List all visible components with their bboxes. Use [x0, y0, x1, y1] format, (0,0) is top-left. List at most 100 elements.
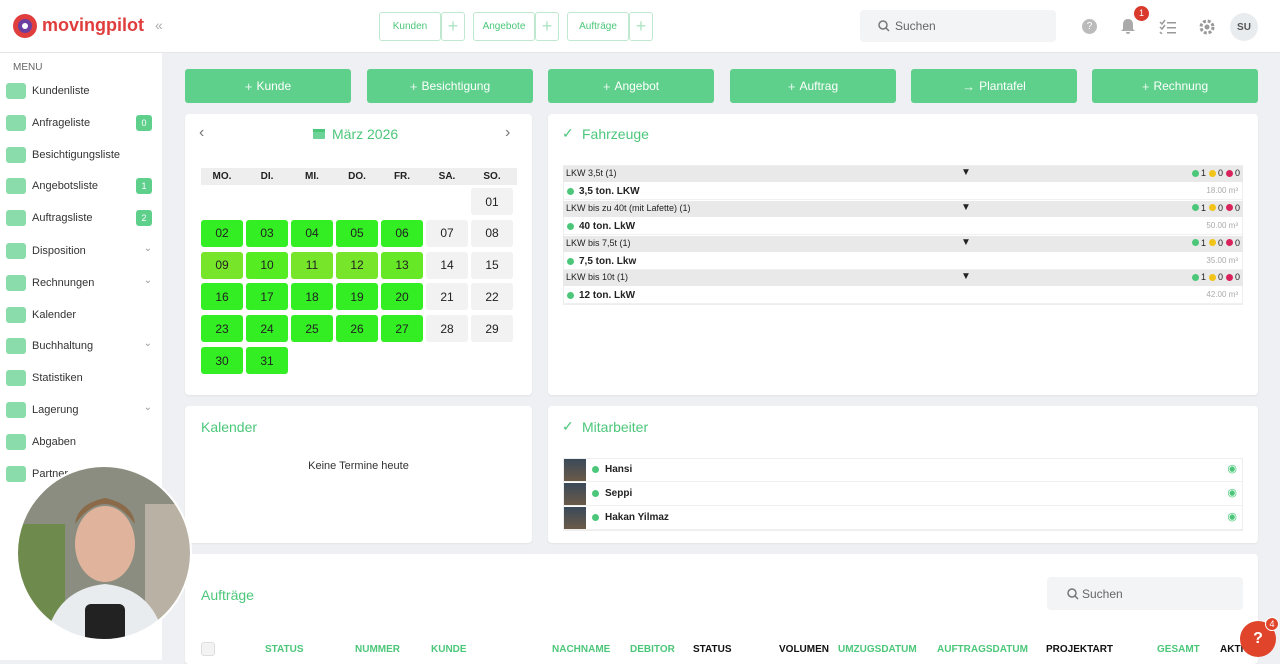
menu-label: Anfrageliste [32, 116, 91, 129]
calendar-day[interactable]: 25 [291, 315, 333, 343]
calendar-day[interactable]: 20 [381, 283, 423, 311]
group-name: LKW bis 7,5t (1) [566, 237, 631, 248]
column-header[interactable]: DEBITOR [630, 644, 675, 655]
webcam-overlay [16, 465, 192, 641]
action-button[interactable]: + Rechnung [1092, 69, 1258, 103]
calendar-day[interactable]: 23 [201, 315, 243, 343]
calendar-day[interactable]: 05 [336, 219, 378, 247]
menu-item[interactable]: Kundenliste [6, 79, 156, 103]
menu-item[interactable]: Buchhaltung ⌄ [6, 334, 156, 358]
menu-item[interactable]: Besichtigungsliste [6, 143, 156, 167]
calendar-day[interactable]: 01 [471, 188, 513, 215]
quick-add[interactable]: + [535, 12, 559, 41]
calendar-day[interactable]: 16 [201, 283, 243, 311]
menu-item[interactable]: Rechnungen ⌄ [6, 271, 156, 295]
calendar-day[interactable]: 13 [381, 251, 423, 279]
menu-item[interactable]: Angebotsliste 1 [6, 174, 156, 198]
staff-row[interactable]: Hakan Yilmaz ◉ [563, 506, 1243, 530]
view-icon[interactable]: ◉ [1227, 463, 1237, 475]
status-dot [1191, 273, 1199, 281]
quick-tab[interactable]: Angebote [473, 12, 535, 41]
calendar-day[interactable]: 09 [201, 251, 243, 279]
staff-row[interactable]: Seppi ◉ [563, 482, 1243, 506]
action-button[interactable]: + Auftrag [730, 69, 896, 103]
group-toggle[interactable]: ▼ [961, 201, 971, 213]
calendar-day[interactable]: 17 [246, 283, 288, 311]
calendar-day[interactable]: 02 [201, 219, 243, 247]
menu-item[interactable]: Kalender [6, 303, 156, 327]
settings-icon[interactable] [1199, 19, 1215, 35]
view-icon[interactable]: ◉ [1227, 511, 1237, 523]
vehicle-row: 3,5 ton. LKW 18.00 m³ [563, 183, 1243, 200]
calendar-day[interactable]: 19 [336, 283, 378, 311]
column-header[interactable]: UMZUGSDATUM [838, 644, 917, 655]
staff-avatar [564, 459, 586, 481]
menu-label: Kundenliste [32, 85, 90, 97]
calendar-day[interactable]: 26 [336, 315, 378, 343]
menu-item[interactable]: Lagerung ⌄ [6, 398, 156, 422]
next-month[interactable]: › [505, 124, 511, 141]
search-box[interactable]: Suchen [860, 10, 1056, 42]
action-button[interactable]: + Besichtigung [367, 69, 533, 103]
calendar-day[interactable]: 28 [426, 315, 468, 343]
column-header[interactable]: GESAMT [1157, 644, 1200, 655]
column-header[interactable]: AUFTRAGSDATUM [937, 644, 1028, 655]
status-dot [1225, 169, 1233, 177]
column-header[interactable]: PROJEKTART [1046, 644, 1114, 655]
calendar-day[interactable]: 30 [201, 347, 243, 374]
orders-search[interactable]: Suchen [1047, 577, 1243, 610]
bell-icon[interactable] [1120, 18, 1136, 35]
quick-add[interactable]: + [629, 12, 653, 41]
calendar-day[interactable]: 08 [471, 219, 513, 247]
group-toggle[interactable]: ▼ [961, 271, 971, 283]
menu-item[interactable]: Disposition ⌄ [6, 239, 156, 263]
column-header[interactable]: NACHNAME [552, 644, 611, 655]
action-button[interactable]: + Kunde [185, 69, 351, 103]
staff-row[interactable]: Hansi ◉ [563, 458, 1243, 482]
menu-item[interactable]: Statistiken [6, 366, 156, 390]
calendar-day[interactable]: 31 [246, 347, 288, 374]
calendar-day[interactable]: 29 [471, 315, 513, 343]
menu-item[interactable]: Auftragsliste 2 [6, 206, 156, 230]
quick-tab[interactable]: Aufträge [567, 12, 629, 41]
calendar-day[interactable]: 11 [291, 251, 333, 279]
column-header[interactable]: STATUS [693, 644, 732, 655]
calendar-day[interactable]: 22 [471, 283, 513, 311]
action-button[interactable]: + Angebot [548, 69, 714, 103]
calendar-day[interactable]: 24 [246, 315, 288, 343]
column-header[interactable]: KUNDE [431, 644, 467, 655]
column-header[interactable]: AKTIONEN [1220, 644, 1258, 655]
column-header[interactable]: NUMMER [355, 644, 400, 655]
vehicles-panel: ✓ Fahrzeuge LKW 3,5t (1) ▼ 1 0 0 3,5 ton. LKW… [548, 114, 1258, 395]
avatar[interactable]: SU [1230, 13, 1258, 41]
help-icon[interactable]: ? [1082, 19, 1097, 34]
calendar-day[interactable]: 10 [246, 251, 288, 279]
calendar-day[interactable]: 14 [426, 251, 468, 279]
staff-avatar [564, 507, 586, 529]
calendar-day[interactable]: 27 [381, 315, 423, 343]
collapse-button[interactable]: « [155, 17, 163, 33]
calendar-day[interactable]: 04 [291, 219, 333, 247]
calendar-day[interactable]: 03 [246, 219, 288, 247]
prev-month[interactable]: ‹ [199, 124, 205, 141]
menu-item[interactable]: Partner [6, 462, 156, 486]
calendar-day[interactable]: 21 [426, 283, 468, 311]
column-header[interactable]: VOLUMEN [779, 644, 829, 655]
calendar-day[interactable]: 12 [336, 251, 378, 279]
group-toggle[interactable]: ▼ [961, 167, 971, 178]
calendar-day[interactable]: 06 [381, 219, 423, 247]
group-toggle[interactable]: ▼ [961, 236, 971, 248]
quick-add[interactable]: + [441, 12, 465, 41]
select-all-checkbox[interactable] [201, 642, 215, 656]
calendar-day[interactable]: 15 [471, 251, 513, 279]
menu-item[interactable]: Abgaben [6, 430, 156, 454]
action-button[interactable]: → Plantafel [911, 69, 1077, 103]
calendar-day[interactable]: 07 [426, 219, 468, 247]
calendar-day[interactable]: 18 [291, 283, 333, 311]
menu-item[interactable]: Anfrageliste 0 [6, 111, 156, 135]
view-icon[interactable]: ◉ [1227, 487, 1237, 499]
column-header[interactable]: STATUS [265, 644, 304, 655]
tasks-icon[interactable] [1159, 19, 1176, 34]
quick-tab[interactable]: Kunden [379, 12, 441, 41]
